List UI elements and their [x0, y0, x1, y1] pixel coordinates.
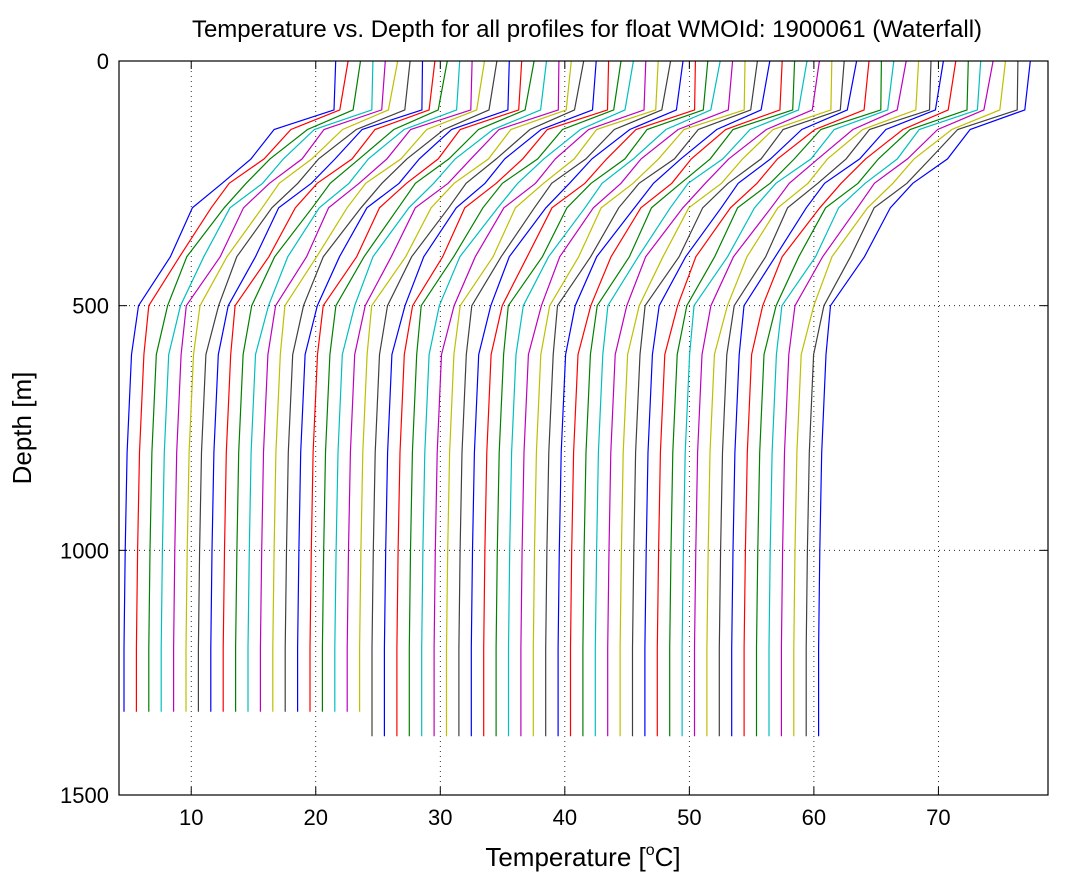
profile-line-49 [718, 60, 932, 737]
plot-frame [118, 60, 1049, 796]
profile-line-25 [421, 60, 634, 737]
profile-line-40 [607, 60, 820, 737]
profile-line-39 [594, 60, 808, 737]
profile-line-13 [272, 60, 486, 712]
profile-line-44 [656, 60, 870, 737]
profile-line-10 [235, 60, 448, 712]
profile-line-42 [631, 60, 845, 737]
profile-line-15 [297, 60, 510, 712]
profile-line-41 [619, 60, 833, 737]
profile-line-52 [755, 60, 969, 737]
profile-line-12 [259, 60, 473, 712]
profile-line-57 [818, 60, 1031, 737]
profile-line-6 [185, 60, 399, 712]
profile-line-14 [284, 60, 498, 712]
profile-line-17 [321, 60, 535, 712]
profile-line-55 [793, 60, 1007, 737]
profile-lines [123, 60, 1031, 737]
profile-line-11 [247, 60, 461, 712]
x-tick-label: 70 [926, 805, 950, 830]
profile-line-19 [346, 60, 560, 712]
profile-line-45 [669, 60, 882, 737]
y-tick-label: 500 [72, 294, 109, 319]
profile-line-32 [507, 60, 721, 737]
x-tick-label: 40 [553, 805, 577, 830]
profile-line-27 [445, 60, 659, 737]
profile-line-7 [197, 60, 411, 712]
x-tick-label: 10 [179, 805, 203, 830]
profile-line-30 [483, 60, 696, 737]
profile-line-36 [557, 60, 771, 737]
profile-line-37 [569, 60, 783, 737]
profile-line-5 [173, 60, 386, 712]
profile-line-26 [433, 60, 647, 737]
profile-line-18 [334, 60, 548, 712]
y-tick-label: 1500 [60, 783, 109, 808]
profile-line-46 [681, 60, 895, 737]
profile-line-51 [743, 60, 957, 737]
x-tick-label: 30 [428, 805, 452, 830]
profile-line-47 [693, 60, 907, 737]
y-tick-label: 0 [97, 49, 109, 74]
x-axis-label-superscript: o [646, 842, 655, 859]
x-axis-label: Temperature [oC] [485, 842, 680, 872]
profile-line-43 [644, 60, 858, 737]
profile-line-21 [371, 60, 585, 737]
profile-line-53 [768, 60, 982, 737]
profile-line-24 [408, 60, 622, 737]
profile-line-2 [135, 60, 349, 712]
x-axis-label-prefix: Temperature [ [485, 842, 646, 872]
profile-line-31 [495, 60, 709, 737]
profile-line-54 [780, 60, 994, 737]
profile-line-23 [396, 60, 610, 737]
profile-line-16 [309, 60, 523, 712]
profile-line-48 [706, 60, 920, 737]
profile-line-33 [520, 60, 734, 737]
profile-line-56 [805, 60, 1019, 737]
profile-line-8 [210, 60, 424, 712]
profile-line-34 [532, 60, 746, 737]
profile-line-38 [582, 60, 796, 737]
profile-line-9 [222, 60, 436, 712]
y-tick-label: 1000 [60, 538, 109, 563]
profile-line-29 [470, 60, 684, 737]
profile-line-28 [458, 60, 672, 737]
profile-line-20 [359, 60, 572, 712]
profile-line-22 [383, 60, 597, 737]
x-tick-label: 60 [802, 805, 826, 830]
profile-line-4 [160, 60, 374, 712]
profile-line-3 [148, 60, 362, 712]
y-axis-label: Depth [m] [7, 372, 37, 485]
x-tick-label: 50 [677, 805, 701, 830]
x-tick-label: 20 [304, 805, 328, 830]
axis-ticks: 10 20 30 40 50 60 70 0 500 1000 1500 [60, 49, 1048, 830]
chart-title: Temperature vs. Depth for all profiles f… [192, 16, 982, 43]
profile-line-50 [731, 60, 944, 737]
profile-line-35 [545, 60, 758, 737]
x-axis-label-suffix: C] [655, 842, 681, 872]
